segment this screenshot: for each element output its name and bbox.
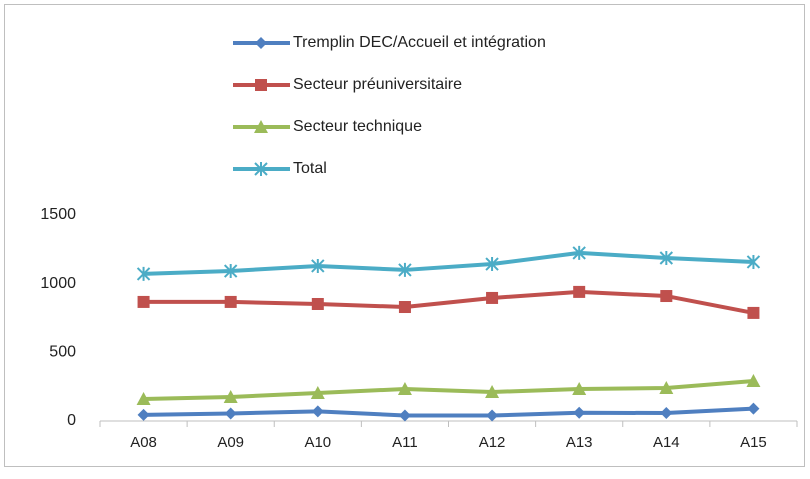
series-line [143, 406, 754, 418]
marker [223, 264, 238, 279]
series-line [143, 289, 754, 315]
marker [747, 402, 760, 415]
x-tick-label: A12 [479, 434, 506, 451]
series-line [143, 379, 754, 402]
marker [660, 290, 673, 303]
marker [137, 408, 150, 421]
marker [485, 385, 500, 399]
legend-label: Tremplin DEC/Accueil et intégration [293, 34, 546, 51]
series-line [143, 250, 754, 276]
chart-border [4, 4, 805, 467]
marker [486, 291, 499, 304]
marker [572, 382, 587, 396]
marker [311, 297, 324, 310]
marker [223, 389, 238, 403]
y-tick-label: 500 [49, 344, 76, 361]
legend-label: Secteur technique [293, 118, 422, 135]
marker [660, 407, 673, 420]
x-tick-label: A14 [653, 434, 680, 451]
marker [311, 258, 325, 273]
marker [659, 381, 674, 395]
legend-marker [254, 120, 268, 133]
marker [659, 250, 674, 265]
legend-marker [255, 37, 267, 49]
x-tick-label: A11 [392, 434, 418, 451]
marker [573, 285, 586, 298]
marker [397, 382, 412, 396]
marker [136, 266, 151, 281]
marker [572, 245, 586, 260]
marker [311, 405, 324, 418]
marker [746, 374, 761, 388]
x-tick-label: A10 [304, 434, 331, 451]
marker [486, 409, 499, 422]
legend-label: Secteur préuniversitaire [293, 76, 462, 93]
x-tick-label: A09 [217, 434, 244, 451]
marker [310, 385, 325, 399]
marker [224, 407, 237, 420]
x-tick-label: A08 [130, 434, 157, 451]
marker [136, 392, 151, 406]
x-tick-label: A13 [566, 434, 593, 451]
marker [224, 295, 237, 308]
marker [398, 301, 411, 314]
marker [747, 306, 760, 319]
marker [398, 262, 412, 277]
legend-label: Total [293, 160, 327, 177]
legend-marker [254, 162, 268, 176]
y-tick-label: 1000 [40, 275, 76, 292]
marker [573, 406, 586, 419]
marker [398, 409, 411, 422]
x-tick-label: A15 [740, 434, 767, 451]
y-tick-label: 0 [67, 412, 76, 429]
marker [746, 254, 761, 269]
y-tick-label: 1500 [40, 206, 76, 223]
marker [137, 295, 150, 308]
marker [485, 257, 499, 272]
legend-marker [255, 79, 267, 91]
